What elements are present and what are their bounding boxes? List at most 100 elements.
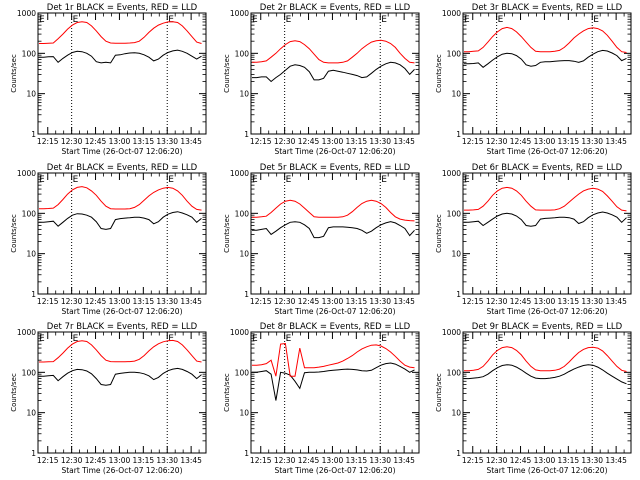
x-tick-label: 13:30 <box>581 137 603 146</box>
x-tick-label: 12:45 <box>85 137 107 146</box>
y-tick-label: 100 <box>447 49 462 58</box>
y-tick-label: 1 <box>31 449 36 458</box>
x-tick-label: 12:15 <box>37 297 59 306</box>
x-tick-label: 13:00 <box>534 137 556 146</box>
x-tick-label: 13:30 <box>369 297 391 306</box>
y-tick-label: 10 <box>26 250 36 259</box>
x-tick-label: 13:00 <box>322 297 344 306</box>
x-tick-label: 13:45 <box>180 297 202 306</box>
x-tick-label: 13:15 <box>133 456 155 465</box>
time-marker-flag: E <box>73 15 79 25</box>
y-axis-label: Counts/sec <box>10 214 18 253</box>
x-tick-label: 12:30 <box>61 137 83 146</box>
start-marker-flag: E <box>39 334 45 344</box>
y-tick-label: 1000 <box>442 9 461 18</box>
time-marker-flag: E <box>168 334 174 344</box>
x-tick-label: 13:45 <box>605 456 627 465</box>
time-marker-flag: E <box>498 175 504 185</box>
series-events-line <box>252 221 415 239</box>
series-events-line <box>252 61 415 83</box>
y-tick-label: 10 <box>239 90 249 99</box>
panel-title: Det 6r BLACK = Events, RED = LLD <box>472 163 623 173</box>
y-tick-label: 1 <box>456 290 461 299</box>
y-tick-label: 100 <box>22 49 37 58</box>
y-tick-label: 100 <box>22 209 37 218</box>
x-tick-label: 13:45 <box>180 456 202 465</box>
y-tick-label: 1000 <box>230 9 249 18</box>
x-tick-label: 13:00 <box>109 456 131 465</box>
time-marker-flag: E <box>498 334 504 344</box>
series-lld-line <box>252 199 415 222</box>
x-tick-label: 12:45 <box>85 456 107 465</box>
x-tick-label: 12:15 <box>37 137 59 146</box>
x-tick-label: 13:45 <box>605 297 627 306</box>
x-tick-label: 13:30 <box>369 137 391 146</box>
y-tick-label: 1 <box>244 449 249 458</box>
x-tick-label: 12:15 <box>462 456 484 465</box>
x-tick-label: 12:15 <box>462 137 484 146</box>
time-marker-flag: E <box>286 175 292 185</box>
panel-title: Det 8r BLACK = Events, RED = LLD <box>260 322 411 332</box>
start-marker-flag: E <box>464 15 470 25</box>
series-lld-line <box>39 186 202 211</box>
x-tick-label: 12:30 <box>274 137 296 146</box>
y-axis-label: Counts/sec <box>223 373 231 412</box>
plot-frame <box>37 12 207 135</box>
x-tick-label: 13:15 <box>133 137 155 146</box>
series-events-line <box>252 362 415 401</box>
x-axis-label: Start Time (26-Oct-07 12:06:20) <box>61 307 182 316</box>
panel-title: Det 2r BLACK = Events, RED = LLD <box>260 3 411 13</box>
x-tick-label: 12:30 <box>274 297 296 306</box>
start-marker-flag: E <box>464 334 470 344</box>
panel-2: Det 2r BLACK = Events, RED = LLD 1 10 100 10… <box>223 3 420 156</box>
x-axis-label: Start Time (26-Oct-07 12:06:20) <box>274 147 395 156</box>
x-tick-label: 12:30 <box>486 456 508 465</box>
y-axis-label: Counts/sec <box>10 373 18 412</box>
plot-frame <box>37 331 207 454</box>
x-tick-label: 12:30 <box>274 456 296 465</box>
x-tick-label: 13:45 <box>180 137 202 146</box>
x-tick-label: 13:45 <box>605 137 627 146</box>
x-tick-label: 12:45 <box>298 137 320 146</box>
y-tick-label: 10 <box>26 90 36 99</box>
y-tick-label: 100 <box>22 368 37 377</box>
series-lld-line <box>39 21 202 44</box>
panel-title: Det 7r BLACK = Events, RED = LLD <box>47 322 198 332</box>
time-marker-flag: E <box>593 175 599 185</box>
x-tick-label: 12:15 <box>250 137 272 146</box>
x-tick-label: 12:15 <box>462 297 484 306</box>
series-events-line <box>39 367 202 386</box>
x-tick-label: 13:15 <box>346 456 368 465</box>
x-axis-label: Start Time (26-Oct-07 12:06:20) <box>486 307 607 316</box>
panel-title: Det 5r BLACK = Events, RED = LLD <box>260 163 411 173</box>
x-tick-label: 13:00 <box>322 456 344 465</box>
series-events-line <box>39 49 202 64</box>
x-axis-label: Start Time (26-Oct-07 12:06:20) <box>486 466 607 475</box>
y-tick-label: 10 <box>26 409 36 418</box>
panel-1: Det 1r BLACK = Events, RED = LLD 1 10 100 10… <box>10 3 207 156</box>
start-marker-flag: E <box>252 334 258 344</box>
y-tick-label: 100 <box>447 368 462 377</box>
y-tick-label: 1000 <box>17 169 36 178</box>
series-lld-line <box>464 186 627 212</box>
plot-frame <box>250 331 420 454</box>
x-tick-label: 13:00 <box>109 137 131 146</box>
start-marker-flag: E <box>464 175 470 185</box>
x-tick-label: 13:30 <box>581 456 603 465</box>
y-tick-label: 1000 <box>442 328 461 337</box>
x-axis-label: Start Time (26-Oct-07 12:06:20) <box>61 466 182 475</box>
x-tick-label: 12:30 <box>61 456 83 465</box>
panel-4: Det 4r BLACK = Events, RED = LLD 1 10 100 10… <box>10 163 207 316</box>
y-tick-label: 1 <box>244 290 249 299</box>
y-axis-label: Counts/sec <box>223 54 231 93</box>
series-lld-line <box>464 26 627 53</box>
y-axis-label: Counts/sec <box>435 373 443 412</box>
time-marker-flag: E <box>381 334 387 344</box>
time-marker-flag: E <box>168 15 174 25</box>
x-tick-label: 13:15 <box>558 137 580 146</box>
x-tick-label: 13:15 <box>346 137 368 146</box>
y-axis-label: Counts/sec <box>435 214 443 253</box>
y-tick-label: 1000 <box>17 9 36 18</box>
x-tick-label: 13:30 <box>156 297 178 306</box>
x-tick-label: 13:45 <box>393 456 415 465</box>
